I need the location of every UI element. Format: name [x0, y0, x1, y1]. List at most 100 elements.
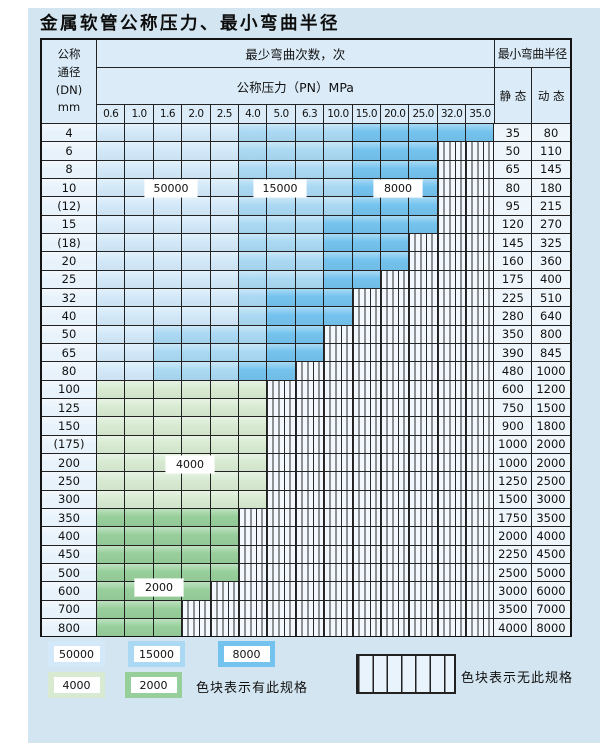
no-spec-cell [380, 307, 410, 325]
spec-cell [97, 215, 126, 233]
spec-cell [153, 142, 183, 160]
spec-cell [380, 197, 410, 215]
table-row: 150 900 1800 [42, 417, 570, 436]
no-spec-cell [324, 618, 353, 637]
spec-cell [409, 197, 438, 215]
dynamic-radius-value: 145 [532, 160, 570, 178]
no-spec-cell [182, 600, 211, 618]
no-spec-cell [466, 490, 495, 508]
no-spec-cell [210, 618, 239, 637]
no-spec-cell [380, 380, 410, 398]
spec-cell [182, 527, 211, 545]
no-spec-cell [437, 362, 467, 380]
spec-cell [210, 380, 239, 398]
no-spec-cell [295, 490, 325, 508]
no-spec-cell [352, 325, 381, 343]
static-radius-value: 1750 [494, 508, 533, 527]
pressure-value: 1.0 [125, 105, 154, 123]
dynamic-radius-value: 800 [532, 325, 570, 343]
no-spec-cell [352, 362, 381, 380]
spec-cell [97, 380, 126, 398]
dn-value: 15 [42, 215, 97, 233]
spec-cell [153, 343, 183, 362]
no-spec-cell [267, 508, 296, 527]
dynamic-radius-value: 1500 [532, 398, 570, 417]
spec-cell [125, 307, 154, 325]
spec-cell [352, 270, 381, 288]
no-spec-cell [324, 600, 353, 618]
spec-cell [324, 178, 353, 197]
static-radius-value: 2500 [494, 563, 533, 582]
spec-cell [409, 160, 438, 178]
no-spec-cell [466, 288, 495, 307]
spec-cell [409, 124, 438, 142]
spec-cell [97, 307, 126, 325]
spec-cell [324, 233, 353, 252]
spec-cell [153, 325, 183, 343]
no-spec-cell [466, 453, 495, 472]
dynamic-radius-value: 400 [532, 270, 570, 288]
dynamic-radius-value: 3000 [532, 490, 570, 508]
spec-cell [97, 618, 126, 637]
no-spec-cell [409, 582, 438, 600]
dn-value: 400 [42, 527, 97, 545]
no-spec-cell [324, 362, 353, 380]
spec-cell [210, 160, 239, 178]
no-spec-cell [466, 215, 495, 233]
pressure-value: 2.0 [182, 105, 211, 123]
spec-cell [210, 490, 239, 508]
no-spec-cell [466, 142, 495, 160]
table-row: 200 1000 2000 [42, 453, 570, 473]
no-spec-cell [238, 618, 268, 637]
spec-cell [182, 380, 211, 398]
spec-cell [295, 160, 325, 178]
no-spec-cell [352, 453, 381, 472]
dynamic-radius-value: 215 [532, 197, 570, 215]
static-radius-value: 3500 [494, 600, 533, 618]
spec-cell [97, 545, 126, 563]
spec-cell [267, 215, 296, 233]
spec-cell [182, 197, 211, 215]
spec-cell [153, 197, 183, 215]
legend-swatch-15000: 15000 [128, 641, 185, 667]
spec-cell [153, 398, 183, 417]
spec-cell [238, 398, 268, 417]
table-row: 450 2250 4500 [42, 545, 570, 564]
spec-cell [238, 124, 268, 142]
spec-cell [352, 233, 381, 252]
spec-cell [295, 197, 325, 215]
spec-cell [238, 270, 268, 288]
no-spec-cell [324, 380, 353, 398]
spec-cell [153, 600, 183, 618]
spec-cell [97, 582, 126, 600]
spec-cell [97, 178, 126, 197]
dn-value: (18) [42, 233, 97, 252]
table-row: 25 175 400 [42, 270, 570, 289]
no-spec-cell [295, 545, 325, 563]
spec-cell [97, 252, 126, 270]
no-spec-cell [238, 563, 268, 582]
no-spec-cell [466, 307, 495, 325]
no-spec-cell [437, 563, 467, 582]
spec-cell [210, 307, 239, 325]
spec-cell [97, 490, 126, 508]
legend-swatch-label: 8000 [223, 646, 270, 662]
spec-cell [295, 215, 325, 233]
spec-cell [267, 288, 296, 307]
no-spec-cell [324, 563, 353, 582]
no-spec-cell [409, 398, 438, 417]
no-spec-cell [352, 490, 381, 508]
dynamic-radius-value: 1000 [532, 362, 570, 380]
no-spec-cell [437, 453, 467, 472]
dn-value: 32 [42, 288, 97, 307]
static-radius-value: 1000 [494, 435, 533, 453]
spec-cell [238, 233, 268, 252]
dn-value: 200 [42, 453, 97, 472]
no-spec-cell [352, 545, 381, 563]
table-row: 600 3000 6000 [42, 582, 570, 601]
table-row: 500 2500 5000 [42, 563, 570, 583]
pressure-value: 25.0 [409, 105, 438, 123]
spec-cell [267, 124, 296, 142]
table-row: 65 390 845 [42, 343, 570, 363]
no-spec-cell [437, 435, 467, 453]
